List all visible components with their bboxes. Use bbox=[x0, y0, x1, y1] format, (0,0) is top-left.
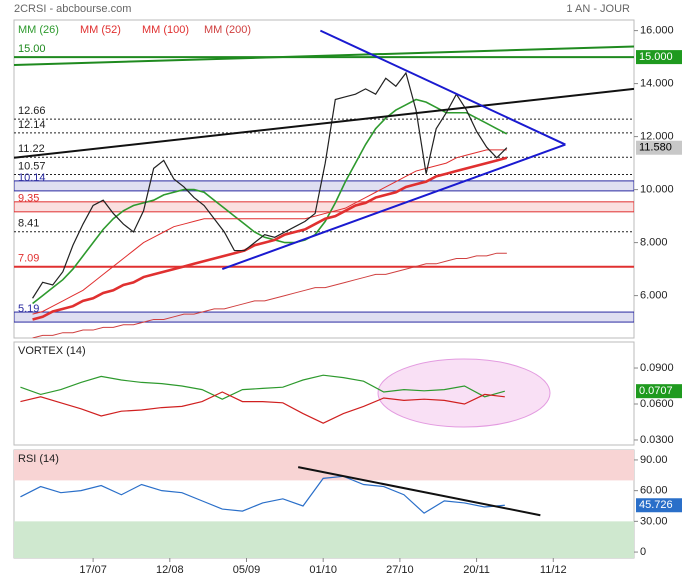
x-tick-label: 11/12 bbox=[540, 564, 567, 576]
last-value-label: 45.726 bbox=[639, 499, 673, 511]
trendline bbox=[221, 143, 566, 271]
series-line bbox=[20, 391, 505, 424]
trendline bbox=[297, 466, 541, 517]
trendline bbox=[14, 45, 634, 67]
last-value-box bbox=[636, 498, 682, 513]
panel-title: VORTEX (14) bbox=[18, 345, 86, 357]
last-value-box bbox=[636, 140, 682, 155]
level-label: 15.00 bbox=[18, 43, 46, 55]
last-value-box bbox=[636, 384, 682, 399]
level-band bbox=[14, 180, 634, 192]
legend-entry: MM (26) bbox=[18, 24, 59, 36]
y-tick-label: 30.00 bbox=[640, 515, 668, 527]
oversold-zone bbox=[14, 521, 634, 558]
level-label: 10.14 bbox=[18, 172, 46, 184]
y-tick-label: 90.00 bbox=[640, 454, 668, 466]
trendline bbox=[319, 29, 566, 146]
highlight-ellipse bbox=[377, 358, 551, 428]
last-value-box bbox=[636, 50, 682, 65]
level-label: 8.41 bbox=[18, 218, 39, 230]
last-value-label: 0.0707 bbox=[639, 385, 673, 397]
y-tick-label: 14.000 bbox=[640, 78, 674, 90]
y-tick-label: 10.000 bbox=[640, 184, 674, 196]
overbought-zone bbox=[14, 450, 634, 481]
last-value-label: 11.580 bbox=[639, 142, 672, 154]
y-tick-label: 0.0300 bbox=[640, 434, 674, 446]
y-tick-label: 0.0900 bbox=[640, 362, 674, 374]
x-tick-label: 27/10 bbox=[386, 564, 414, 576]
level-label: 12.14 bbox=[18, 119, 46, 131]
y-tick-label: 8.000 bbox=[640, 237, 668, 249]
x-tick-label: 01/10 bbox=[309, 564, 337, 576]
title: 2CRSI - abcbourse.com bbox=[14, 3, 131, 15]
y-tick-label: 12.000 bbox=[640, 131, 674, 143]
series-line bbox=[32, 156, 508, 321]
level-label: 12.66 bbox=[18, 105, 46, 117]
level-label: 9.35 bbox=[18, 193, 39, 205]
y-tick-label: 60.00 bbox=[640, 485, 668, 497]
plot-area bbox=[20, 374, 505, 424]
level-band bbox=[14, 201, 634, 213]
level-band bbox=[14, 311, 634, 323]
price-line bbox=[20, 475, 505, 514]
x-tick-label: 05/09 bbox=[233, 564, 261, 576]
plot-area bbox=[14, 29, 634, 338]
period: 1 AN - JOUR bbox=[566, 3, 630, 15]
level-label: 7.09 bbox=[18, 253, 39, 265]
y-tick-label: 0.0600 bbox=[640, 398, 674, 410]
price-line bbox=[32, 71, 508, 299]
y-tick-label: 16.000 bbox=[640, 25, 674, 37]
legend-entry: MM (200) bbox=[204, 24, 251, 36]
level-label: 11.22 bbox=[18, 143, 45, 155]
x-tick-label: 20/11 bbox=[463, 564, 490, 576]
x-tick-label: 17/07 bbox=[79, 564, 107, 576]
series-line bbox=[20, 374, 505, 400]
price-panel bbox=[13, 19, 635, 339]
level-label: 5.19 bbox=[18, 303, 39, 315]
series-line bbox=[32, 252, 507, 338]
y-tick-label: 6.000 bbox=[640, 290, 668, 302]
legend-entry: MM (52) bbox=[80, 24, 121, 36]
x-tick-label: 12/08 bbox=[156, 564, 184, 576]
legend-entry: MM (100) bbox=[142, 24, 189, 36]
y-tick-label: 0 bbox=[640, 546, 646, 558]
trendline bbox=[14, 87, 634, 159]
last-value-label: 15.000 bbox=[639, 51, 673, 63]
level-label: 10.57 bbox=[18, 160, 46, 172]
plot-area bbox=[14, 450, 634, 558]
series-line bbox=[32, 98, 508, 305]
panel-title: RSI (14) bbox=[18, 453, 59, 465]
